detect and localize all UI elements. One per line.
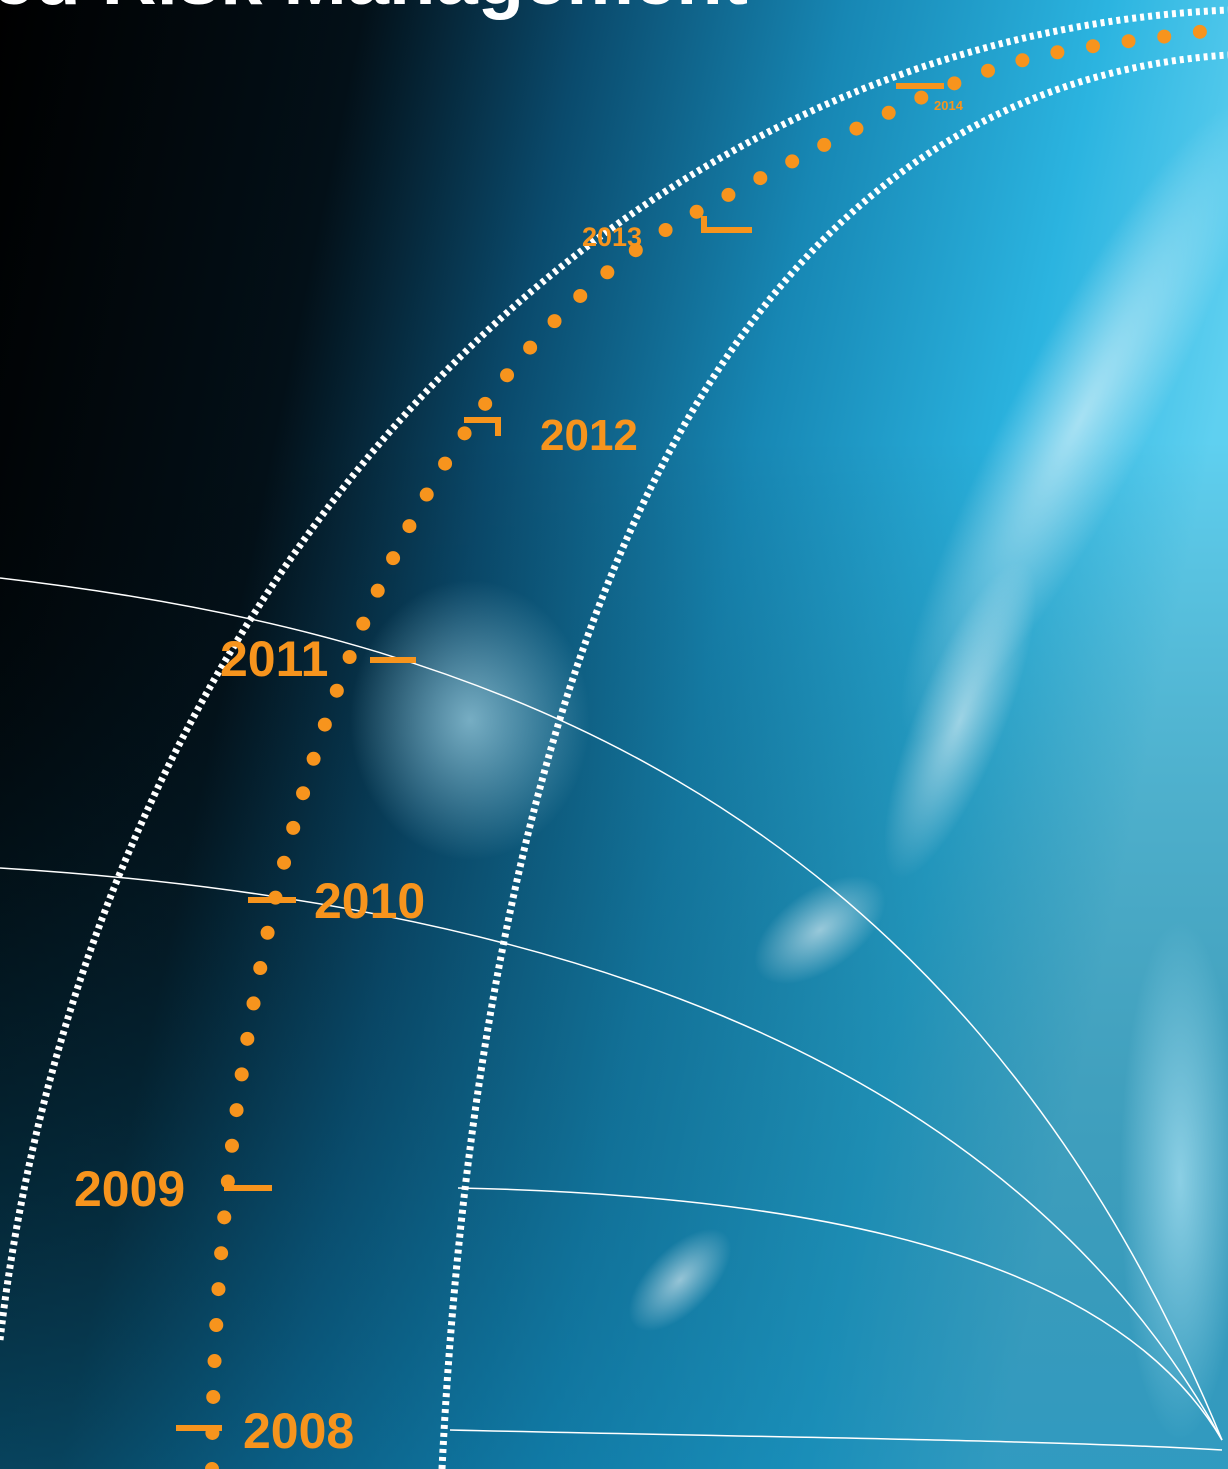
tick-2013 (701, 216, 752, 233)
dotted-arcs (0, 6, 1228, 1469)
orange-timeline (205, 21, 1228, 1469)
grid-curves (0, 577, 1223, 1451)
tick-2012 (464, 417, 501, 436)
light-streaks (350, 100, 1228, 1440)
year-labels: 2008 2009 2010 2011 2012 2013 2014 (74, 98, 964, 1459)
year-label-2009: 2009 (74, 1161, 185, 1217)
year-label-2012: 2012 (540, 411, 638, 460)
page-title: ed Risk Management (0, 0, 748, 21)
year-ticks (176, 83, 944, 1431)
year-label-2010: 2010 (314, 873, 425, 929)
curve-1 (0, 577, 1223, 1441)
curve-2 (0, 867, 1223, 1441)
timeline-dots (205, 21, 1228, 1469)
year-label-2013: 2013 (582, 222, 642, 252)
outer-arc (0, 6, 1228, 1341)
curve-3 (457, 1187, 1223, 1441)
curve-4 (449, 1429, 1223, 1451)
year-label-2014: 2014 (934, 98, 964, 113)
year-label-2008: 2008 (243, 1403, 354, 1459)
year-label-2011: 2011 (220, 631, 328, 687)
inner-arc (438, 51, 1228, 1469)
